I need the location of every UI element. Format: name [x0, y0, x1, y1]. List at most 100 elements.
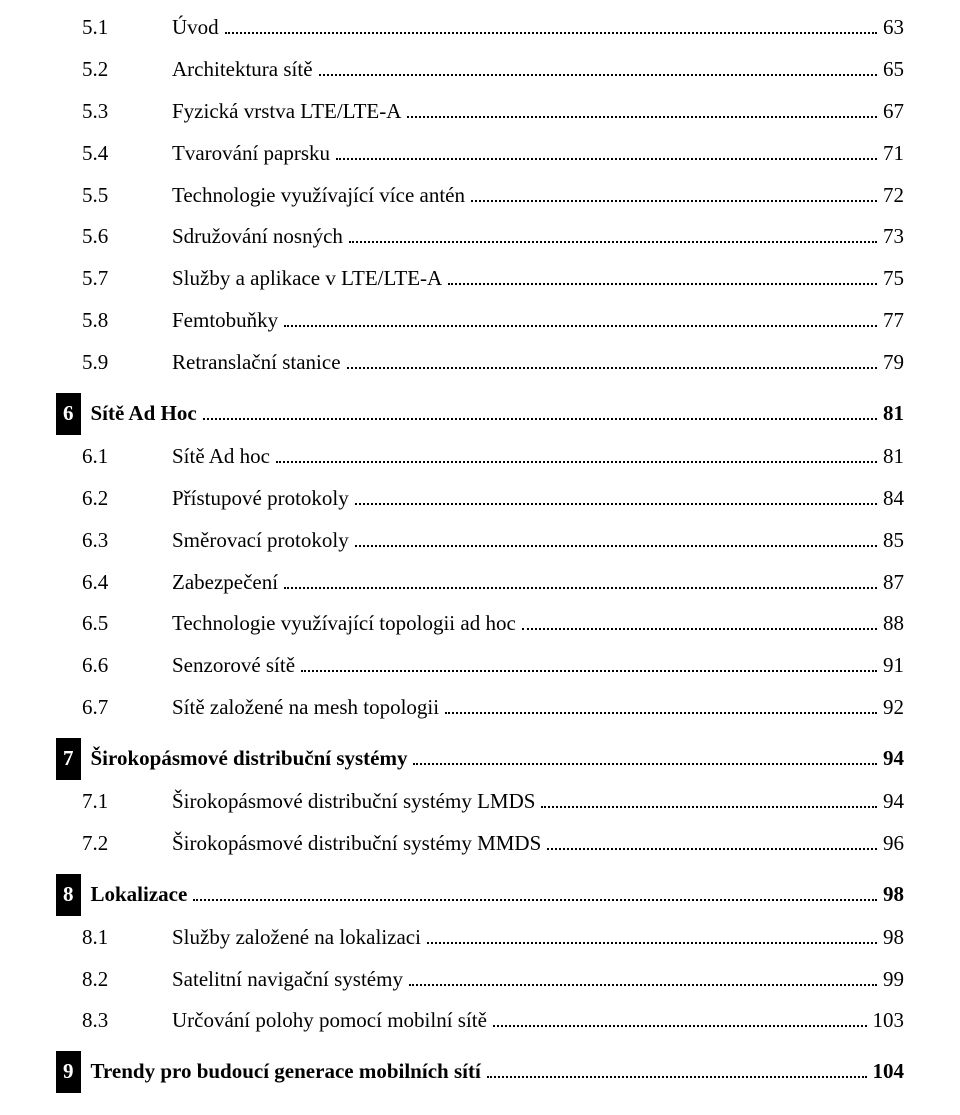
chapter-number-box: 8 — [56, 874, 81, 916]
dot-leader — [225, 31, 877, 34]
subsection-title: Služby a aplikace v LTE/LTE-A — [172, 259, 442, 299]
subsection-number: 5.1 — [82, 8, 172, 48]
page-number: 75 — [883, 259, 904, 299]
page-number: 88 — [883, 604, 904, 644]
subsection-number: 6.6 — [82, 646, 172, 686]
page-number: 96 — [883, 824, 904, 864]
toc-subsection-row: 5.3Fyzická vrstva LTE/LTE-A67 — [82, 92, 904, 132]
dot-leader — [193, 898, 877, 901]
subsection-number: 7.2 — [82, 824, 172, 864]
dot-leader — [541, 805, 877, 808]
toc-subsection-row: 7.1Širokopásmové distribuční systémy LMD… — [82, 782, 904, 822]
subsection-number: 5.9 — [82, 343, 172, 383]
dot-leader — [284, 586, 877, 589]
chapter-number-box: 6 — [56, 393, 81, 435]
page-number: 94 — [883, 782, 904, 822]
subsection-number: 8.2 — [82, 960, 172, 1000]
page-number: 81 — [883, 394, 904, 434]
subsection-group: 7.1Širokopásmové distribuční systémy LMD… — [56, 782, 904, 864]
page-number: 63 — [883, 8, 904, 48]
subsection-number: 5.3 — [82, 92, 172, 132]
subsection-number: 6.5 — [82, 604, 172, 644]
dot-leader — [319, 73, 877, 76]
subsection-number: 6.7 — [82, 688, 172, 728]
subsection-title: Služby založené na lokalizaci — [172, 918, 421, 958]
page-number: 98 — [883, 875, 904, 915]
dot-leader — [301, 669, 877, 672]
page-number: 72 — [883, 176, 904, 216]
toc-subsection-row: 8.3Určování polohy pomocí mobilní sítě10… — [82, 1001, 904, 1041]
page-number: 87 — [883, 563, 904, 603]
dot-leader — [347, 366, 877, 369]
chapter-title: Trendy pro budoucí generace mobilních sí… — [91, 1052, 481, 1092]
subsection-number: 8.1 — [82, 918, 172, 958]
toc-subsection-row: 5.8Femtobuňky 77 — [82, 301, 904, 341]
toc-chapter-row: 8Lokalizace 98 — [56, 874, 904, 916]
toc-subsection-row: 6.6Senzorové sítě91 — [82, 646, 904, 686]
subsection-number: 5.4 — [82, 134, 172, 174]
chapter-number-box: 9 — [56, 1051, 81, 1093]
subsection-title: Retranslační stanice — [172, 343, 341, 383]
subsection-title: Směrovací protokoly — [172, 521, 349, 561]
toc-chapter-row: 6Sítě Ad Hoc 81 — [56, 393, 904, 435]
dot-leader — [276, 460, 877, 463]
dot-leader — [522, 627, 877, 630]
toc-subsection-row: 6.5Technologie využívající topologii ad … — [82, 604, 904, 644]
subsection-group: 5.1Úvod635.2Architektura sítě655.3Fyzick… — [56, 8, 904, 383]
subsection-number: 7.1 — [82, 782, 172, 822]
page-number: 77 — [883, 301, 904, 341]
dot-leader — [355, 502, 877, 505]
dot-leader — [355, 544, 877, 547]
subsection-title: Sítě založené na mesh topologii — [172, 688, 439, 728]
subsection-number: 5.8 — [82, 301, 172, 341]
dot-leader — [493, 1024, 867, 1027]
toc-chapter-row: 7Širokopásmové distribuční systémy94 — [56, 738, 904, 780]
dot-leader — [407, 115, 877, 118]
chapter-title: Sítě Ad Hoc — [91, 394, 197, 434]
toc-subsection-row: 5.6Sdružování nosných73 — [82, 217, 904, 257]
chapter-number-box: 7 — [56, 738, 81, 780]
subsection-number: 5.2 — [82, 50, 172, 90]
page-number: 104 — [873, 1052, 905, 1092]
page-number: 81 — [883, 437, 904, 477]
dot-leader — [448, 282, 877, 285]
dot-leader — [471, 199, 877, 202]
page-number: 79 — [883, 343, 904, 383]
subsection-number: 6.3 — [82, 521, 172, 561]
chapter-title: Lokalizace — [91, 875, 188, 915]
dot-leader — [547, 847, 877, 850]
toc-subsection-row: 5.9Retranslační stanice 79 — [82, 343, 904, 383]
subsection-title: Technologie využívající více antén — [172, 176, 465, 216]
toc-subsection-row: 6.3Směrovací protokoly85 — [82, 521, 904, 561]
dot-leader — [487, 1075, 867, 1078]
dot-leader — [349, 240, 877, 243]
subsection-title: Přístupové protokoly — [172, 479, 349, 519]
subsection-group: 8.1Služby založené na lokalizaci988.2Sat… — [56, 918, 904, 1042]
subsection-number: 5.6 — [82, 217, 172, 257]
page-number: 91 — [883, 646, 904, 686]
subsection-title: Sítě Ad hoc — [172, 437, 270, 477]
toc-subsection-row: 5.4Tvarování paprsku71 — [82, 134, 904, 174]
subsection-title: Technologie využívající topologii ad hoc — [172, 604, 516, 644]
subsection-title: Určování polohy pomocí mobilní sítě — [172, 1001, 487, 1041]
toc-subsection-row: 6.1Sítě Ad hoc 81 — [82, 437, 904, 477]
page-number: 103 — [873, 1001, 905, 1041]
page-number: 98 — [883, 918, 904, 958]
toc-subsection-row: 8.1Služby založené na lokalizaci 98 — [82, 918, 904, 958]
page-number: 99 — [883, 960, 904, 1000]
toc-subsection-row: 6.2Přístupové protokoly84 — [82, 479, 904, 519]
toc-subsection-row: 6.7Sítě založené na mesh topologii92 — [82, 688, 904, 728]
toc-subsection-row: 5.2Architektura sítě65 — [82, 50, 904, 90]
subsection-title: Tvarování paprsku — [172, 134, 330, 174]
subsection-number: 6.4 — [82, 563, 172, 603]
subsection-title: Femtobuňky — [172, 301, 278, 341]
subsection-number: 6.1 — [82, 437, 172, 477]
dot-leader — [409, 983, 877, 986]
toc-chapter-row: 9Trendy pro budoucí generace mobilních s… — [56, 1051, 904, 1093]
dot-leader — [284, 324, 877, 327]
subsection-title: Architektura sítě — [172, 50, 313, 90]
subsection-number: 6.2 — [82, 479, 172, 519]
toc-subsection-row: 5.5Technologie využívající více antén72 — [82, 176, 904, 216]
page-number: 73 — [883, 217, 904, 257]
subsection-number: 5.7 — [82, 259, 172, 299]
